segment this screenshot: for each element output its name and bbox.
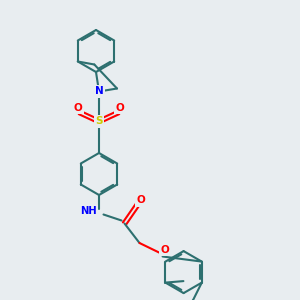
Text: O: O	[136, 195, 146, 206]
Text: O: O	[74, 103, 82, 113]
Text: N: N	[94, 86, 103, 97]
Text: S: S	[95, 116, 103, 127]
Text: O: O	[116, 103, 124, 113]
Text: NH: NH	[80, 206, 97, 217]
Text: O: O	[160, 245, 169, 255]
